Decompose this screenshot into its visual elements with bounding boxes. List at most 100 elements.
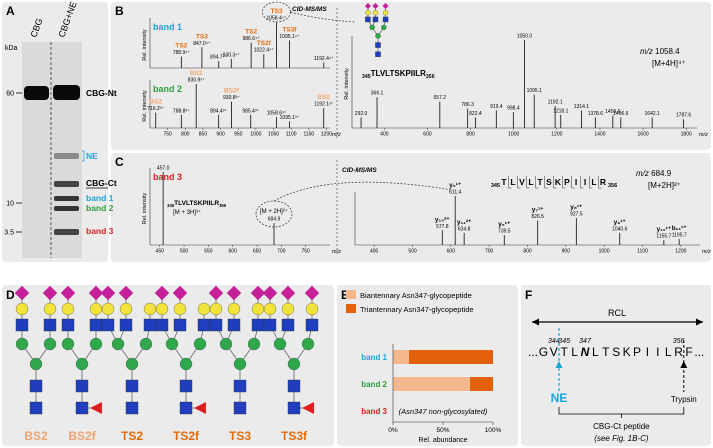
panel-letter: D [6, 288, 15, 302]
panel-letter: B [115, 4, 124, 18]
peak-name: BS2f [224, 88, 240, 95]
glycan-residue [247, 337, 261, 351]
peak-label: 985.4³⁺ [242, 108, 259, 114]
panel-letter: E [341, 288, 349, 302]
peak-name: y₁₀²⁺ [435, 216, 450, 223]
x-tick-label: 850 [199, 132, 208, 138]
glycan-residue [139, 337, 153, 351]
x-tick-label: 600 [229, 249, 238, 255]
y-axis-label: Rel. intensity [344, 68, 350, 100]
y-axis-label: Rel. intensity [142, 193, 148, 225]
glycan-residue [280, 285, 296, 301]
glycan-residue [281, 318, 295, 332]
glycan-residue [287, 401, 301, 415]
sequence-letter: I [656, 345, 659, 359]
residue-number: 356 [219, 203, 227, 208]
glycan-residue [364, 2, 371, 10]
peptide-sequence: TLVLTSKPIILR [174, 200, 219, 207]
peak-label: 1496.6 [613, 111, 629, 117]
glycan-residue [125, 401, 139, 415]
glycan-residue [250, 285, 266, 301]
gel-band [54, 153, 79, 159]
glycan-residue [251, 302, 265, 316]
peak-name: y₅¹⁺ [449, 182, 462, 189]
panel-letter: F [525, 288, 532, 302]
sequence-letter: L [665, 345, 672, 359]
fragment-mark [544, 176, 548, 189]
sequence-letter: S [546, 177, 552, 187]
glycan-residue [60, 285, 76, 301]
sequence-letter: N [581, 345, 590, 359]
sequence-letter: R [600, 177, 606, 187]
arrowhead [555, 361, 563, 368]
glycan-residue [381, 24, 387, 31]
glycan-residue [372, 10, 379, 16]
glycan-label: TS3f [281, 429, 308, 443]
glycan-residue [382, 16, 389, 23]
glycan-residue [233, 401, 247, 415]
glycan-label: TS2 [121, 429, 143, 443]
fragment-mark [535, 176, 539, 189]
x-tick-label: 600 [447, 249, 456, 255]
glycan-residue [15, 318, 29, 332]
panel-b-bg [111, 2, 711, 150]
glycan-residue [227, 318, 241, 332]
glycan-residue [15, 337, 29, 351]
panel-letter: C [115, 155, 124, 169]
panel-c-bg [111, 153, 711, 262]
glycan-residue [287, 379, 301, 393]
peak-label: 1095.1⁴⁺ [279, 34, 299, 40]
glycan-residue [143, 302, 157, 316]
peak-label: 366.1 [371, 91, 384, 97]
glycan-residue [179, 379, 193, 393]
glycan-residue [287, 357, 301, 371]
peak-label: 930.3⁴⁺ [223, 52, 241, 58]
glycan-residue [382, 10, 389, 16]
residue-number: 356 [673, 338, 685, 345]
glycan-residue [100, 285, 116, 301]
x-tick-label: 400 [380, 132, 389, 138]
y-axis-label: Rel. intensity [142, 90, 148, 122]
legend-label: Biantennary Asn347-glycopeptide [360, 291, 472, 300]
glycan-residue [372, 2, 379, 10]
band-label: CBG-Nt [86, 88, 117, 98]
x-tick-label: 950 [234, 132, 243, 138]
sequence-letter: P [633, 345, 641, 359]
peak-name: BS2 [190, 70, 203, 77]
glycan-residue [125, 357, 139, 371]
peak-label: 1218.1 [553, 108, 569, 114]
peak-name: TS3 [196, 33, 208, 40]
cid-label: CID-MS/MS [342, 167, 377, 174]
gel-band [54, 206, 79, 211]
glycan-residue [155, 302, 169, 316]
mz-label: m/z [640, 47, 653, 56]
peak-name: y₁₁²⁺ [457, 219, 472, 226]
glycan-residue [43, 318, 57, 332]
x-tick-label: 1050 [268, 132, 279, 138]
residue-number: 344 [548, 338, 560, 345]
peak-label: 998.4 [507, 106, 520, 112]
peak-name: TS3 [271, 8, 283, 15]
peak-label: 1192.1 [548, 100, 563, 106]
peak-name: y₆¹⁺ [498, 221, 511, 228]
arrowhead [680, 361, 688, 368]
glycan-residue [197, 318, 211, 332]
peak-name: y₉¹⁺ [614, 219, 627, 226]
x-tick-label: 1200 [675, 249, 686, 255]
sequence-letter: T [501, 177, 507, 187]
fragment-mark [508, 176, 512, 189]
peak-label: 1459.6 [605, 109, 621, 115]
gel-band [54, 196, 79, 201]
x-tick-label: 900 [562, 249, 571, 255]
x-tick-label: 650 [253, 249, 262, 255]
glycan-residue [301, 337, 315, 351]
sequence-letter: S [612, 345, 620, 359]
residue-number: 345 [167, 203, 175, 208]
fragment-mark [553, 176, 557, 189]
glycan-residue [89, 302, 103, 316]
peak-label: 788.8³⁺ [173, 108, 190, 114]
residue-number: 356 [608, 183, 617, 189]
gel-band [54, 181, 79, 187]
glycan-residue [143, 318, 157, 332]
arrow [290, 11, 357, 23]
